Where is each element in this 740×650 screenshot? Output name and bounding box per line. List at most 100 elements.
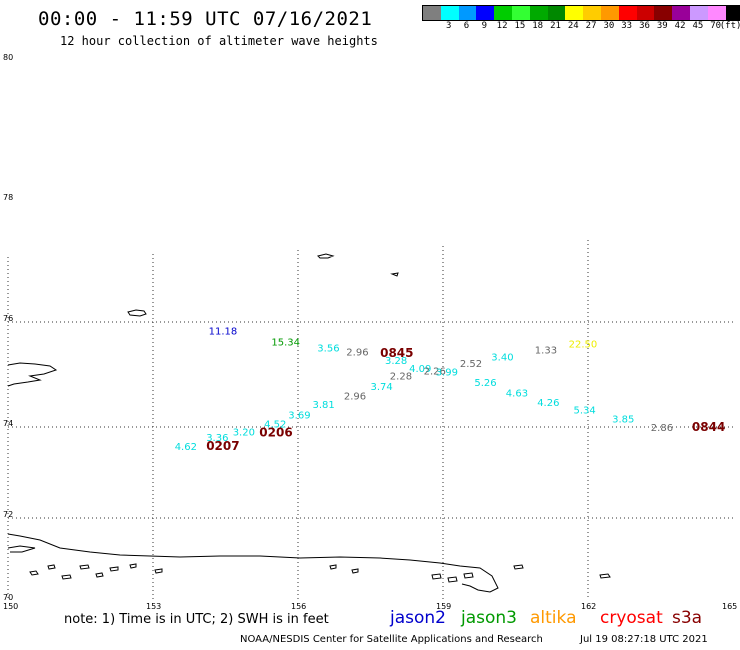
satellite-name: jason2 [390,608,446,628]
island-outline [447,576,458,583]
legend-label: 30 [603,21,615,31]
generated-time: Jul 19 08:27:18 UTC 2021 [580,634,708,645]
pass-time-label: 0844 [692,420,725,434]
footer-note: note: 1) Time is in UTC; 2) SWH is in fe… [64,612,329,627]
island-outline [463,572,474,579]
credit-text: NOAA/NESDIS Center for Satellite Applica… [240,634,543,645]
island-outline [154,568,163,574]
legend-swatch [618,6,637,20]
legend-swatch [511,6,530,20]
lon-label: 165 [722,602,737,611]
legend-swatch [547,6,566,20]
lon-label: 150 [3,602,18,611]
island-outline [95,572,104,578]
island-outline [317,253,335,259]
legend-label: 15 [514,21,526,31]
wave-height-value: 3.69 [288,411,310,422]
legend-swatch [672,6,690,20]
pass-time-label: 0206 [259,426,292,440]
wave-height-value: 2.52 [460,359,482,370]
map-title: 00:00 - 11:59 UTC 07/16/2021 [38,8,373,30]
wave-height-value: 4.52 [264,420,286,431]
island-outline [513,564,524,570]
island-outline [61,574,72,580]
wave-height-value: 2.86 [651,423,673,434]
coast-outline [7,533,499,593]
legend-swatch [583,6,601,20]
island-outline [47,564,56,570]
legend-swatch [725,6,740,20]
time-layer: 0845 0206 0207 0844 [206,346,725,453]
wave-height-value: 3.20 [233,427,255,438]
island-outline [351,568,359,574]
lat-label: 74 [3,419,13,428]
satellite-name: cryosat [600,608,663,628]
legend-label: 42 [674,21,686,31]
wave-height-value: 4.09 [409,364,431,375]
legend-labels: 3 6 9 12 15 18 21 24 27 30 33 36 39 42 45 70 (ft) [422,21,740,33]
lon-label: 159 [436,602,451,611]
satellite-name: s3a [672,608,703,628]
legend-label: 6 [463,21,470,31]
wave-height-value: 2.26 [424,367,446,378]
wave-height-value: 4.26 [537,398,559,409]
legend-swatch [707,6,726,20]
legend-label: 27 [585,21,597,31]
legend-swatch [423,6,441,20]
legend-swatch [494,6,512,20]
wave-height-value: 5.34 [574,405,596,416]
legend-swatch [600,6,619,20]
wave-height-value: 3.74 [371,382,393,393]
legend-unit: (ft) [719,21,740,31]
lon-label: 153 [146,602,161,611]
island-outline [129,563,137,569]
graticule [7,240,736,600]
wave-height-value: 3.81 [313,400,335,411]
legend-label: 45 [692,21,704,31]
legend-swatch [476,6,495,20]
legend-swatch [636,6,655,20]
coast-outline [7,545,36,553]
wave-height-value: 2.96 [344,392,366,403]
island-outline [127,309,147,317]
legend-swatch [458,6,477,20]
satellite-name: altika [530,608,577,628]
lat-label: 72 [3,510,13,519]
island-outline [79,564,90,570]
legend-label: 24 [567,21,579,31]
wave-height-value: 15.34 [271,338,300,349]
color-legend [422,5,740,21]
lat-label: 80 [3,53,13,62]
island-outline [109,566,119,572]
legend-swatch [654,6,673,20]
legend-swatch [440,6,459,20]
legend-label: 9 [481,21,488,31]
legend-swatch [565,6,584,20]
wave-height-value: 22.50 [569,340,598,351]
lat-label: 70 [3,593,13,602]
island-outline [390,272,399,277]
pass-time-label: 0845 [380,346,413,360]
lat-label: 76 [3,314,13,323]
wave-height-value: 3.36 [206,433,228,444]
legend-label: 12 [496,21,508,31]
legend-swatch [689,6,708,20]
wave-height-value: 11.18 [209,327,238,338]
coastlines [7,253,611,593]
wave-height-value: 4.62 [175,442,197,453]
lon-label: 162 [581,602,596,611]
wave-height-value: 4.63 [506,389,528,400]
island-outline [431,573,442,580]
legend-label: 21 [550,21,561,31]
map-subtitle: 12 hour collection of altimeter wave hei… [60,34,378,48]
legend-label: 36 [639,21,650,31]
pass-time-label: 0207 [206,439,239,453]
legend-swatch [529,6,548,20]
coast-outline [7,362,58,387]
island-outline [329,564,337,570]
observation-layer: 11.18 15.34 3.56 2.96 3.284.092.26 2.52 3.40 1.… [175,327,673,454]
island-outline [599,573,611,579]
wave-height-value: 2.96 [346,348,368,359]
wave-height-value: 5.26 [474,378,496,389]
